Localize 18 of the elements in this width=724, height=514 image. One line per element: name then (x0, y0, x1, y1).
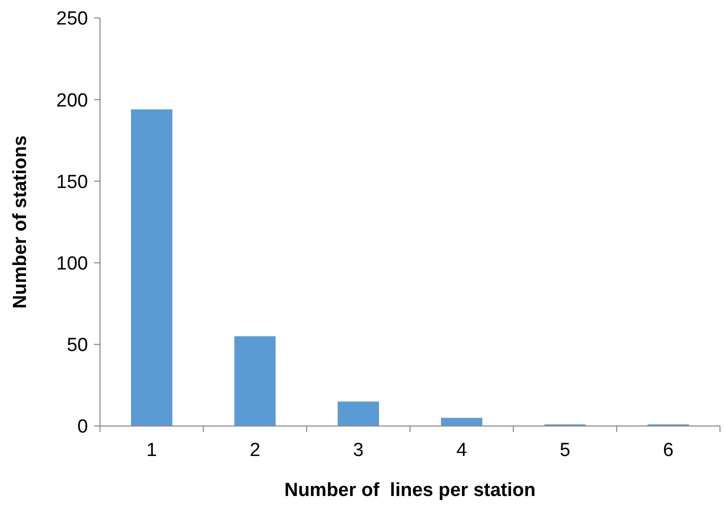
x-tick-label: 3 (353, 440, 364, 461)
x-tick-label: 5 (560, 440, 570, 461)
bar (338, 402, 379, 426)
y-axis-title: Number of stations (10, 135, 31, 309)
y-tick-label: 50 (66, 335, 88, 356)
bar (131, 109, 172, 426)
x-axis-title: Number of lines per station (284, 480, 536, 501)
y-tick-label: 250 (56, 8, 88, 30)
y-tick-label: 200 (56, 90, 88, 112)
y-tick-label: 100 (56, 253, 88, 274)
x-tick-label: 2 (250, 440, 260, 461)
bar (234, 336, 276, 426)
x-tick-label: 6 (663, 440, 674, 461)
y-tick-label: 150 (56, 172, 88, 193)
x-tick-label: 4 (456, 440, 468, 461)
y-tick-label: 0 (77, 416, 88, 438)
bar (441, 418, 482, 426)
x-tick-label: 1 (146, 440, 157, 461)
